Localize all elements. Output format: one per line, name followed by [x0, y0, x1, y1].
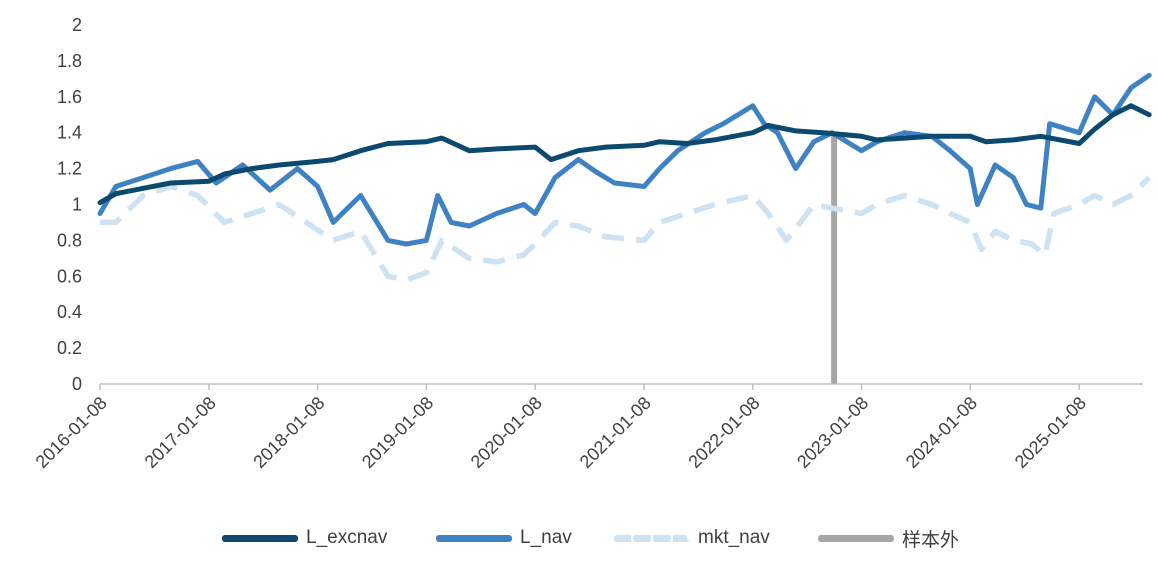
- x-tick-label: 2025-01-08: [1011, 393, 1090, 472]
- legend-label-l-nav: L_nav: [520, 527, 572, 548]
- y-axis: 0 0.2 0.4 0.6 0.8 1 1.2 1.4 1.6 1.8 2: [57, 15, 82, 394]
- x-tick-label: 2017-01-08: [141, 393, 220, 472]
- legend-swatch-l-nav: [436, 534, 512, 542]
- y-tick-label: 0.6: [57, 266, 82, 286]
- x-tick-label: 2016-01-08: [32, 393, 111, 472]
- series-line-mkt-nav: [100, 175, 1152, 283]
- x-tick-label: 2018-01-08: [249, 393, 328, 472]
- legend-swatch-l-excnav: [222, 534, 298, 542]
- y-tick-label: 0.2: [57, 338, 82, 358]
- legend-label-l-excnav: L_excnav: [306, 527, 388, 548]
- legend-swatch-mkt-nav: [614, 534, 690, 542]
- x-tick-label: 2019-01-08: [358, 393, 437, 472]
- y-tick-label: 1.6: [57, 87, 82, 107]
- y-tick-label: 0.4: [57, 302, 82, 322]
- legend-label-out-of-sample: 样本外: [902, 529, 960, 551]
- legend-item-l-excnav: L_excnav: [222, 522, 387, 554]
- legend-item-l-nav: L_nav: [436, 522, 572, 554]
- y-tick-label: 1.4: [57, 123, 82, 143]
- x-tick-label: 2021-01-08: [576, 393, 655, 472]
- x-tick-label: 2020-01-08: [467, 393, 546, 472]
- line-chart: 00.20.40.60.811.21.41.61.82 2016-01-08 20…: [32, 15, 1152, 472]
- x-tick-label: 2023-01-08: [793, 393, 872, 472]
- y-tick-label: 2: [72, 15, 82, 35]
- x-tick-label: 2022-01-08: [684, 393, 763, 472]
- x-tick-label: 2024-01-08: [902, 393, 981, 472]
- y-tick-label: 0.8: [57, 230, 82, 250]
- series-line-l-excnav: [97, 103, 1152, 206]
- series-layer: [97, 72, 1152, 283]
- y-tick-label: 1.2: [57, 159, 82, 179]
- x-axis: 2016-01-08 2017-01-08 2018-01-08 2019-01-08…: [32, 384, 1090, 472]
- legend-label-mkt-nav: mkt_nav: [698, 527, 770, 548]
- legend: L_excnav L_nav mkt_nav 样本外: [0, 522, 1158, 554]
- series-line-l-nav: [97, 72, 1152, 247]
- y-tick-label: 1: [72, 195, 82, 215]
- y-tick-label: 0: [72, 374, 82, 394]
- legend-item-out-of-sample: 样本外: [818, 522, 959, 554]
- y-tick-label: 1.8: [57, 51, 82, 71]
- legend-item-mkt-nav: mkt_nav: [614, 522, 770, 554]
- legend-swatch-out-of-sample: [818, 534, 894, 542]
